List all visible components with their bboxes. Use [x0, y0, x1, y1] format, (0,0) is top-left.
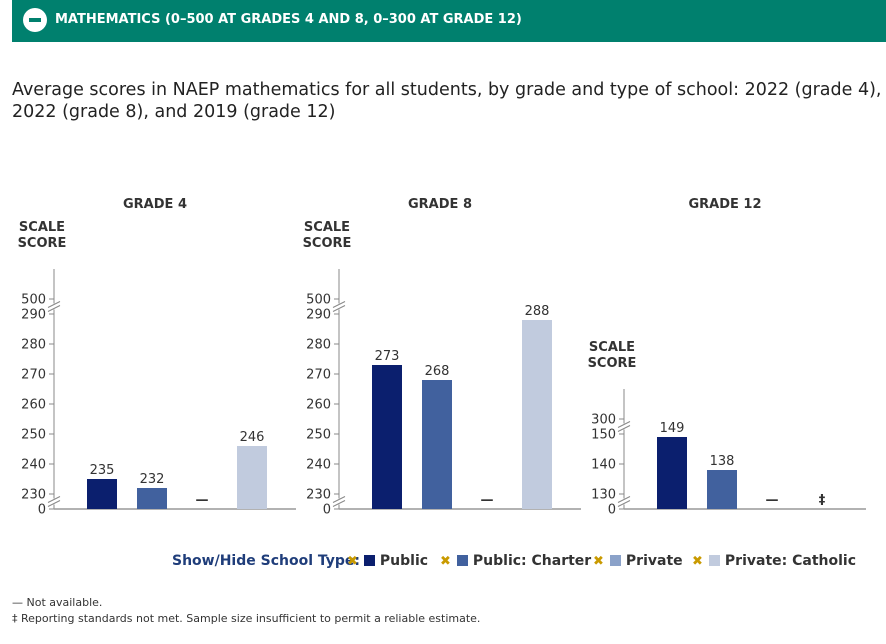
toggle-x-icon[interactable]: ✖	[692, 554, 703, 569]
y-tick-label: 270	[306, 368, 331, 383]
bar-private-catholic	[237, 446, 267, 509]
axis-break-mark	[617, 421, 631, 428]
legend-swatch-catholic	[708, 555, 720, 566]
axis-break-gap	[617, 423, 631, 430]
bar-value-label: 246	[240, 430, 265, 445]
y-tick-label: 0	[38, 503, 46, 518]
legend-toggle-catholic[interactable]: ✖ Private: Catholic	[692, 553, 856, 569]
y-tick-label: 280	[21, 338, 46, 353]
toggle-x-icon[interactable]: ✖	[593, 554, 604, 569]
y-tick-label: 150	[591, 428, 616, 443]
axis-break-mark	[332, 301, 346, 308]
toggle-x-icon[interactable]: ✖	[440, 554, 451, 569]
note-not-available: — Not available.	[12, 596, 103, 609]
section-title: MATHEMATICS (0–500 AT GRADES 4 AND 8, 0–…	[55, 12, 522, 27]
y-tick-label: 250	[21, 428, 46, 443]
bar-public-charter	[422, 380, 452, 509]
y-tick-label: 0	[608, 503, 616, 518]
legend-toggle-public[interactable]: ✖ Public	[347, 553, 428, 569]
y-tick-label: 240	[21, 458, 46, 473]
y-tick-label: 290	[21, 308, 46, 323]
y-tick-label: 130	[591, 488, 616, 503]
y-tick-label: 500	[306, 293, 331, 308]
toggle-x-icon[interactable]: ✖	[347, 554, 358, 569]
legend-item-label: Private	[625, 553, 683, 569]
y-tick-label: 290	[306, 308, 331, 323]
missing-value-label: —	[766, 493, 779, 508]
y-tick-label: 230	[306, 488, 331, 503]
grouped-bar-charts: GRADE 4SCALESCORE02302402502602702802905…	[18, 197, 866, 518]
legend-label: Show/Hide School Type:	[172, 553, 361, 569]
panel-title: GRADE 8	[408, 197, 472, 212]
note-reporting-standards: ‡ Reporting standards not met. Sample si…	[12, 612, 481, 625]
axis-break-gap	[47, 303, 61, 310]
y-axis-label: SCORE	[303, 236, 352, 251]
y-tick-label: 270	[21, 368, 46, 383]
bar-public	[657, 437, 687, 509]
legend-toggle-private[interactable]: ✖ Private	[593, 553, 683, 569]
bar-value-label: 288	[525, 304, 550, 319]
panel-title: GRADE 4	[123, 197, 187, 212]
bar-value-label: 268	[425, 364, 450, 379]
y-axis-label: SCORE	[588, 356, 637, 371]
axis-break-gap	[47, 498, 61, 505]
section-header-toggle[interactable]: MATHEMATICS (0–500 AT GRADES 4 AND 8, 0–…	[12, 0, 886, 42]
panel-title: GRADE 12	[688, 197, 761, 212]
y-tick-label: 140	[591, 458, 616, 473]
axis-break-mark	[332, 496, 346, 503]
bar-value-label: 149	[660, 421, 685, 436]
axis-break-gap	[617, 498, 631, 505]
axis-break-mark	[332, 500, 346, 507]
y-tick-label: 230	[21, 488, 46, 503]
legend-swatch-charter	[456, 555, 468, 566]
legend-item-label: Private: Catholic	[724, 553, 856, 569]
y-axis-label: SCALE	[304, 220, 350, 235]
minus-circle-icon[interactable]	[23, 8, 47, 32]
y-axis-label: SCALE	[589, 340, 635, 355]
axis-break-mark	[617, 496, 631, 503]
legend-toggle-charter[interactable]: ✖ Public: Charter	[440, 553, 591, 569]
axis-break-mark	[47, 500, 61, 507]
missing-value-label: —	[481, 493, 494, 508]
y-tick-label: 260	[306, 398, 331, 413]
axis-break-mark	[47, 496, 61, 503]
missing-value-label: ‡	[819, 493, 826, 508]
axis-break-mark	[47, 305, 61, 312]
axis-break-gap	[332, 303, 346, 310]
y-tick-label: 280	[306, 338, 331, 353]
y-tick-label: 240	[306, 458, 331, 473]
axis-break-gap	[332, 498, 346, 505]
axis-break-mark	[332, 305, 346, 312]
y-tick-label: 300	[591, 413, 616, 428]
y-axis-label: SCORE	[18, 236, 67, 251]
bar-public	[87, 479, 117, 509]
y-tick-label: 250	[306, 428, 331, 443]
legend-swatch-public	[363, 555, 375, 566]
bar-value-label: 273	[375, 349, 400, 364]
axis-break-mark	[617, 500, 631, 507]
bar-public	[372, 365, 402, 509]
y-tick-label: 500	[21, 293, 46, 308]
legend-item-label: Public: Charter	[472, 553, 592, 569]
bar-public-charter	[707, 470, 737, 509]
y-tick-label: 260	[21, 398, 46, 413]
bar-value-label: 138	[710, 454, 735, 469]
bar-private-catholic	[522, 320, 552, 509]
y-tick-label: 0	[323, 503, 331, 518]
chart-title: Average scores in NAEP mathematics for a…	[12, 80, 882, 122]
y-axis-label: SCALE	[19, 220, 65, 235]
bar-public-charter	[137, 488, 167, 509]
missing-value-label: —	[196, 493, 209, 508]
bar-value-label: 235	[90, 463, 115, 478]
bar-value-label: 232	[140, 472, 165, 487]
legend-swatch-private	[609, 555, 621, 566]
axis-break-mark	[47, 301, 61, 308]
legend-item-label: Public	[379, 553, 429, 569]
axis-break-mark	[617, 425, 631, 432]
